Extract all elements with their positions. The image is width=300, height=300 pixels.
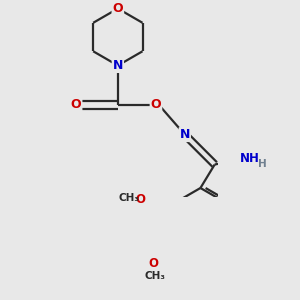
Text: CH₃: CH₃ [118,193,139,203]
Text: H: H [258,159,266,169]
Text: N: N [180,128,190,141]
Text: O: O [151,98,161,111]
Text: CH₃: CH₃ [145,271,166,281]
Text: NH: NH [240,152,260,165]
Text: O: O [148,257,158,270]
Text: O: O [112,2,123,15]
Text: O: O [71,98,81,111]
Text: N: N [113,59,123,72]
Text: O: O [136,193,146,206]
